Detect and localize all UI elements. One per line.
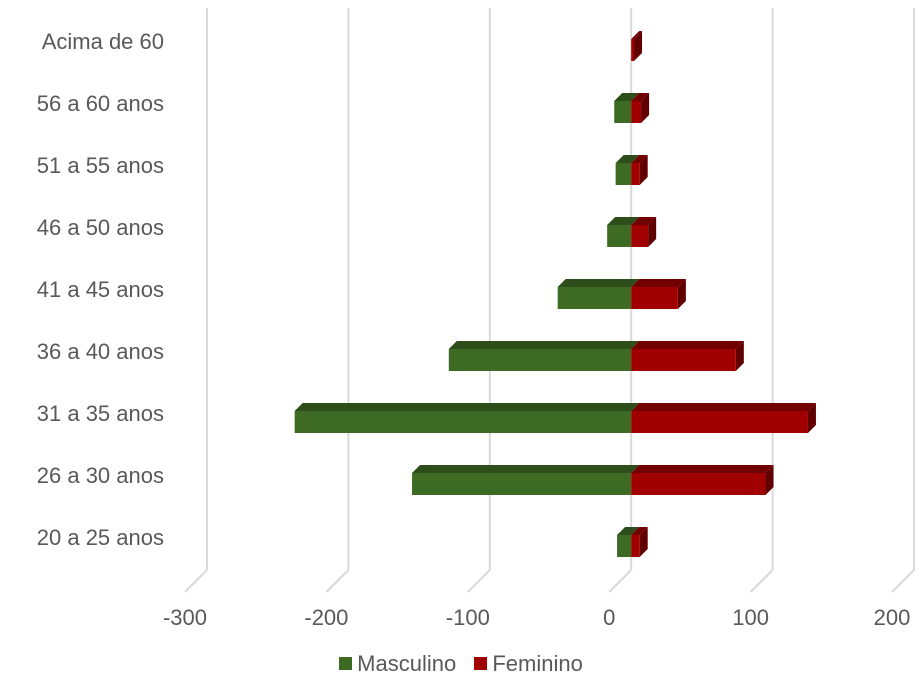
category-label: 26 a 30 anos xyxy=(37,463,164,488)
bar-top-face xyxy=(607,217,640,225)
bar-front-face xyxy=(448,349,632,371)
bar-top-face xyxy=(617,527,640,535)
bar-feminino xyxy=(631,465,774,495)
bars xyxy=(294,31,816,557)
x-tick-label: 0 xyxy=(603,605,615,630)
bar-side-face xyxy=(648,217,657,247)
bar-top-face xyxy=(631,217,657,225)
bar-top-face xyxy=(294,403,640,411)
x-tick-label: -300 xyxy=(163,605,207,630)
bar-side-face xyxy=(765,465,774,495)
bar-front-face xyxy=(617,535,632,557)
legend-item-masculino: Masculino xyxy=(339,651,456,677)
bar-feminino xyxy=(631,279,686,309)
bar-front-face xyxy=(294,411,632,433)
bar-top-face xyxy=(614,93,640,101)
gridline-floor xyxy=(891,569,915,593)
x-tick-label: -100 xyxy=(446,605,490,630)
legend-item-feminino: Feminino xyxy=(474,650,583,677)
bar-front-face xyxy=(631,349,736,371)
bar-front-face xyxy=(615,163,632,185)
bar-feminino xyxy=(631,341,744,371)
category-label: 41 a 45 anos xyxy=(37,277,164,302)
category-label: 20 a 25 anos xyxy=(37,525,164,550)
bar-masculino xyxy=(615,155,640,185)
bar-front-face xyxy=(631,225,649,247)
bar-masculino xyxy=(412,465,640,495)
legend: Masculino Feminino xyxy=(0,650,922,677)
bar-front-face xyxy=(631,411,808,433)
bar-top-face xyxy=(631,31,643,39)
bar-front-face xyxy=(412,473,632,495)
x-tick-label: 100 xyxy=(732,605,769,630)
category-label: Acima de 60 xyxy=(42,29,164,54)
bar-front-face xyxy=(607,225,632,247)
bar-masculino xyxy=(607,217,640,247)
bar-feminino xyxy=(631,527,648,557)
gridline-floor xyxy=(749,569,774,593)
category-label: 31 a 35 anos xyxy=(37,401,164,426)
bar-feminino xyxy=(631,93,650,123)
bar-side-face xyxy=(677,279,686,309)
category-label: 51 a 55 anos xyxy=(37,153,164,178)
bar-front-face xyxy=(614,101,632,123)
bar-masculino xyxy=(617,527,640,557)
gridline-floor xyxy=(467,569,491,593)
bar-top-face xyxy=(631,527,648,535)
bar-top-face xyxy=(631,93,650,101)
bar-feminino xyxy=(631,155,648,185)
x-tick-label: 200 xyxy=(874,605,911,630)
bar-front-face xyxy=(557,287,632,309)
x-tick-label: -200 xyxy=(304,605,348,630)
bar-front-face xyxy=(631,473,766,495)
gridline-floor xyxy=(184,569,208,593)
bar-top-face xyxy=(631,341,744,349)
legend-label-masculino: Masculino xyxy=(357,650,457,676)
bar-side-face xyxy=(634,31,643,61)
bar-front-face xyxy=(631,287,678,309)
bar-feminino xyxy=(631,403,816,433)
bar-front-face xyxy=(631,39,635,61)
bar-masculino xyxy=(448,341,640,371)
legend-swatch-feminino xyxy=(474,657,488,670)
bar-feminino xyxy=(631,217,657,247)
bar-top-face xyxy=(412,465,640,473)
bar-top-face xyxy=(631,403,816,411)
gridlines xyxy=(184,8,915,593)
bar-top-face xyxy=(631,465,774,473)
bar-top-face xyxy=(557,279,640,287)
bar-feminino xyxy=(631,31,643,61)
legend-label-feminino: Feminino xyxy=(492,650,583,676)
category-label: 46 a 50 anos xyxy=(37,215,164,240)
x-tick-labels: -300 -200 -100 0 100 200 xyxy=(163,605,910,630)
bar-masculino xyxy=(614,93,640,123)
category-label: 36 a 40 anos xyxy=(37,339,164,364)
bar-side-face xyxy=(735,341,744,371)
bar-top-face xyxy=(631,279,686,287)
bar-side-face xyxy=(807,403,816,433)
gridline-floor xyxy=(325,569,350,593)
bar-masculino xyxy=(294,403,640,433)
category-label: 56 a 60 anos xyxy=(37,91,164,116)
category-labels: 20 a 25 anos 26 a 30 anos 31 a 35 anos 36 a… xyxy=(37,29,164,550)
bar-side-face xyxy=(641,93,650,123)
bar-side-face xyxy=(639,155,648,185)
bar-front-face xyxy=(631,535,640,557)
bar-top-face xyxy=(615,155,640,163)
gridline-floor xyxy=(608,569,632,593)
bar-top-face xyxy=(448,341,640,349)
bar-top-face xyxy=(631,155,648,163)
bar-front-face xyxy=(631,163,640,185)
bar-front-face xyxy=(631,101,642,123)
legend-swatch-masculino xyxy=(339,657,353,670)
bar-side-face xyxy=(639,527,648,557)
bar-masculino xyxy=(557,279,640,309)
